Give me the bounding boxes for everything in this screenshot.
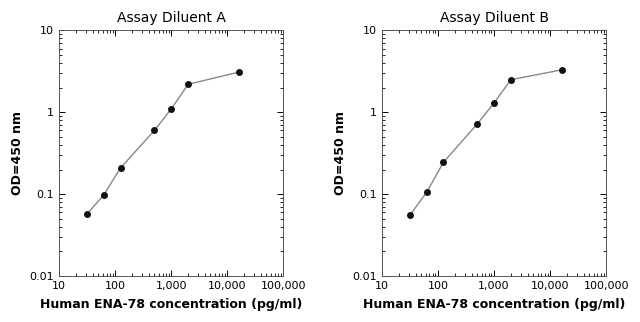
- Y-axis label: OD=450 nm: OD=450 nm: [11, 111, 24, 195]
- X-axis label: Human ENA-78 concentration (pg/ml): Human ENA-78 concentration (pg/ml): [40, 298, 303, 311]
- Title: Assay Diluent B: Assay Diluent B: [440, 11, 548, 25]
- Y-axis label: OD=450 nm: OD=450 nm: [334, 111, 347, 195]
- Title: Assay Diluent A: Assay Diluent A: [117, 11, 226, 25]
- X-axis label: Human ENA-78 concentration (pg/ml): Human ENA-78 concentration (pg/ml): [363, 298, 625, 311]
